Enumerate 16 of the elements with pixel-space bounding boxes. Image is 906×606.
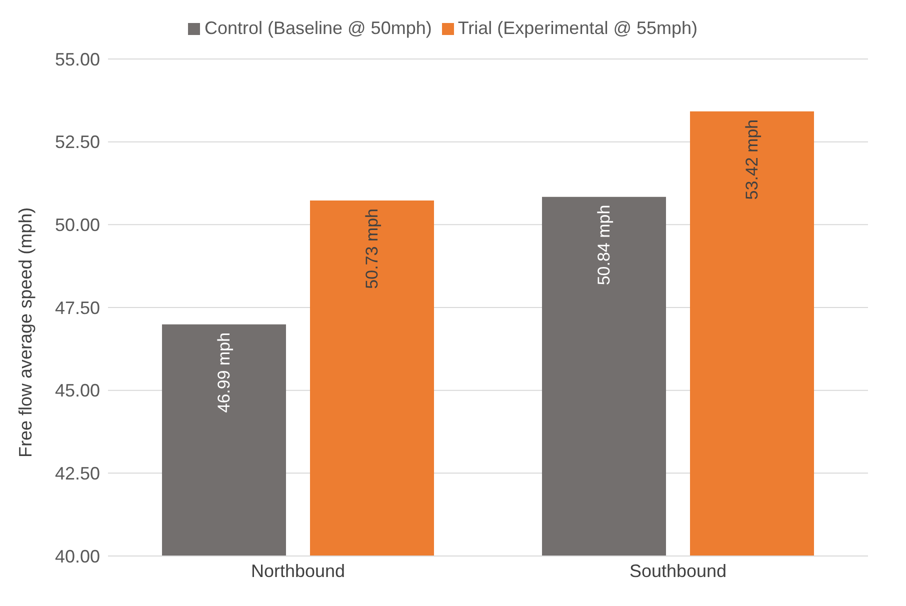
y-tick-label: 40.00: [54, 546, 100, 566]
y-tick-label: 45.00: [54, 380, 100, 401]
y-tick-label: 52.50: [54, 132, 100, 152]
y-tick-label: 47.50: [54, 298, 100, 318]
legend-label: Control (Baseline @ 50mph): [204, 18, 432, 38]
data-label: 53.42 mph: [742, 119, 762, 200]
x-tick-label: Northbound: [250, 560, 346, 581]
y-axis-title: Free flow average speed (mph): [15, 207, 36, 458]
legend-label: Trial (Experimental @ 55mph): [458, 18, 698, 38]
y-tick-label: 50.00: [54, 215, 100, 236]
data-label: 50.84 mph: [594, 204, 614, 286]
data-label: 50.73 mph: [362, 208, 382, 289]
y-tick-label: 42.50: [54, 464, 100, 484]
x-tick-label: Southbound: [629, 560, 727, 581]
data-label: 46.99 mph: [214, 332, 234, 413]
y-tick-label: 55.00: [54, 49, 100, 70]
